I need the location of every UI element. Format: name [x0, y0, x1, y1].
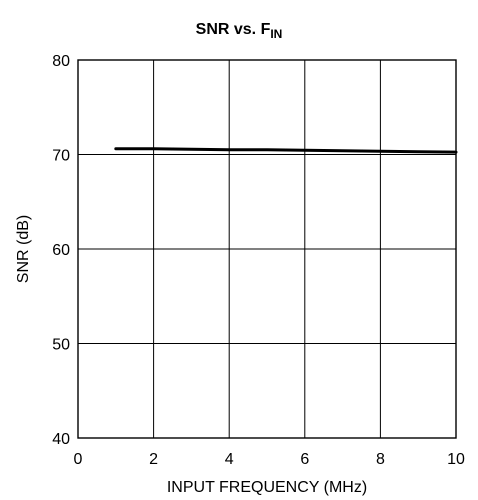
chart-title-main: SNR vs. F	[196, 21, 271, 38]
series-layer	[114, 147, 458, 154]
snr-series-line	[114, 147, 458, 154]
chart-title: SNR vs. FIN	[196, 21, 283, 41]
chart-title-subscript: IN	[270, 27, 282, 41]
y-tick-label: 40	[52, 431, 70, 448]
x-tick-label: 0	[74, 451, 83, 468]
y-tick-label: 60	[52, 242, 70, 259]
x-tick-label: 6	[300, 451, 309, 468]
y-tick-label: 80	[52, 53, 70, 70]
x-tick-label: 2	[149, 451, 158, 468]
y-tick-labels: 40 50 60 70 80	[52, 53, 70, 448]
y-tick-label: 50	[52, 337, 70, 354]
y-axis-label: SNR (dB)	[15, 215, 32, 283]
x-tick-labels: 0 2 4 6 8 10	[74, 451, 465, 468]
x-tick-label: 10	[447, 451, 465, 468]
grid	[78, 60, 456, 438]
x-tick-label: 4	[225, 451, 234, 468]
plot-area	[77, 59, 457, 439]
y-tick-label: 70	[52, 148, 70, 165]
x-tick-label: 8	[376, 451, 385, 468]
x-axis-label: INPUT FREQUENCY (MHz)	[167, 479, 367, 496]
